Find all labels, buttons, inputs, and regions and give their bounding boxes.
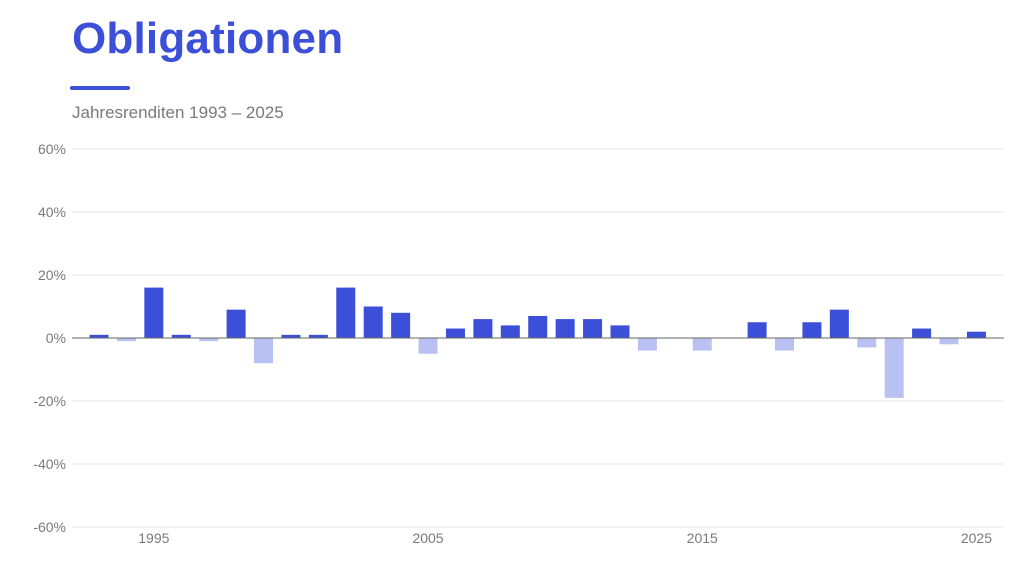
bar-2002 (336, 287, 356, 338)
y-tick-label: -20% (33, 393, 66, 409)
bar-2008 (500, 325, 520, 338)
bar-2021 (857, 338, 877, 348)
bar-2011 (583, 319, 603, 338)
bar-2005 (418, 338, 438, 354)
bar-2010 (555, 319, 575, 338)
y-tick-label: 60% (38, 141, 66, 157)
y-tick-label: -60% (33, 519, 66, 535)
bar-2003 (363, 306, 383, 338)
bar-2018 (775, 338, 794, 351)
bar-2019 (802, 322, 822, 338)
bar-1997 (199, 338, 219, 342)
y-tick-label: 20% (38, 267, 66, 283)
x-tick-label: 1995 (138, 530, 169, 546)
title-underline (70, 86, 130, 90)
bar-2017 (747, 322, 767, 338)
chart-subtitle: Jahresrenditen 1993 – 2025 (72, 103, 284, 122)
bar-2006 (445, 328, 465, 338)
y-tick-label: -40% (33, 456, 66, 472)
bar-2020 (829, 309, 849, 338)
x-tick-label: 2015 (687, 530, 718, 546)
bar-2007 (473, 319, 493, 338)
bar-1993 (89, 334, 109, 338)
x-tick-label: 2005 (412, 530, 443, 546)
bar-1998 (226, 309, 246, 338)
bar-2009 (528, 315, 548, 338)
y-tick-label: 0% (46, 330, 66, 346)
bar-1999 (254, 338, 274, 364)
bar-2000 (281, 334, 301, 338)
bar-1994 (116, 338, 136, 342)
bar-2025 (966, 331, 986, 338)
bar-2004 (391, 312, 411, 338)
bar-2013 (637, 338, 657, 351)
bar-2022 (884, 338, 904, 398)
bar-1995 (144, 287, 164, 338)
bar-2023 (912, 328, 932, 338)
chart-title: Obligationen (72, 14, 344, 63)
bar-2024 (939, 338, 959, 345)
bar-1996 (171, 334, 191, 338)
x-tick-label: 2025 (961, 530, 992, 546)
bar-2015 (692, 338, 712, 351)
y-tick-label: 40% (38, 204, 66, 220)
bar-2001 (308, 334, 328, 338)
bar-2012 (610, 325, 630, 338)
